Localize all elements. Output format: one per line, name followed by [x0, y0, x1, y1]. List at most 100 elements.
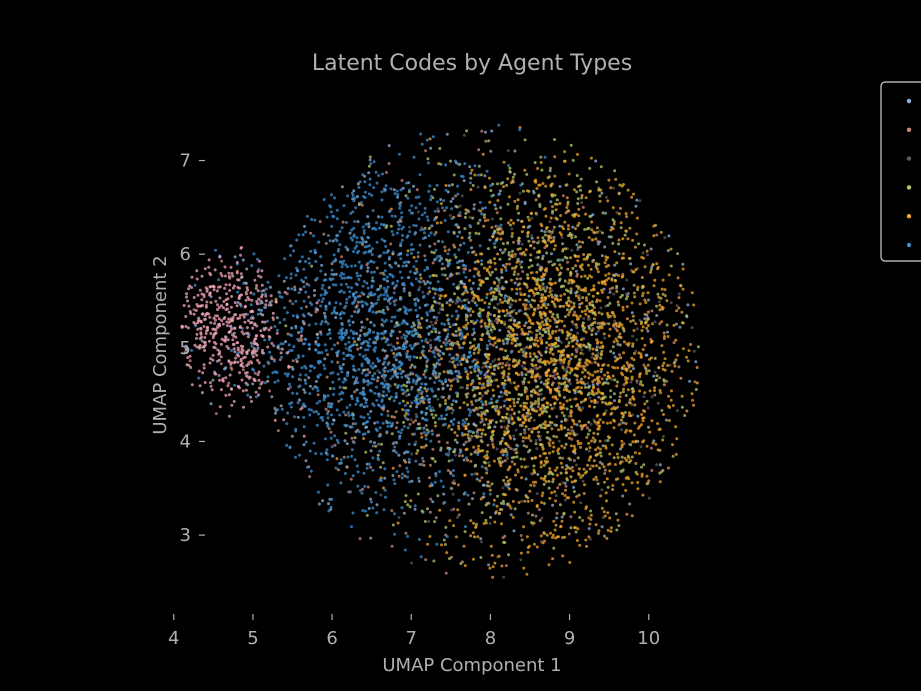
scatter-point	[626, 188, 630, 192]
scatter-point	[528, 448, 532, 452]
scatter-point	[472, 327, 476, 331]
scatter-point	[623, 367, 627, 371]
scatter-point	[680, 394, 684, 398]
scatter-point	[538, 332, 542, 336]
scatter-point	[527, 408, 531, 412]
scatter-point	[516, 361, 520, 365]
scatter-point	[493, 314, 497, 317]
scatter-point	[409, 499, 413, 503]
scatter-point	[415, 267, 418, 271]
scatter-point	[360, 203, 364, 207]
scatter-point	[533, 161, 537, 165]
scatter-point	[629, 380, 633, 384]
scatter-point	[613, 463, 617, 466]
scatter-point	[497, 289, 501, 293]
scatter-point	[397, 516, 401, 519]
scatter-point	[551, 359, 555, 363]
scatter-point	[546, 176, 550, 180]
scatter-point	[465, 447, 469, 451]
scatter-point	[563, 279, 567, 283]
scatter-point	[655, 233, 659, 237]
scatter-point	[514, 386, 517, 390]
scatter-point	[677, 365, 681, 369]
scatter-point	[533, 375, 537, 379]
scatter-point	[434, 474, 438, 478]
scatter-point	[312, 441, 316, 445]
scatter-point	[534, 336, 538, 339]
scatter-point	[478, 391, 482, 395]
scatter-point	[594, 348, 598, 352]
scatter-point	[291, 314, 295, 318]
scatter-point	[478, 201, 482, 204]
scatter-point	[632, 283, 636, 287]
scatter-point	[567, 224, 570, 228]
scatter-point	[290, 349, 294, 352]
scatter-point	[562, 414, 566, 418]
scatter-point	[506, 334, 510, 338]
scatter-point	[507, 416, 510, 420]
scatter-point	[400, 238, 404, 242]
scatter-point	[325, 452, 329, 456]
scatter-point	[448, 360, 452, 364]
scatter-point	[477, 270, 481, 274]
scatter-point	[575, 290, 579, 294]
scatter-point	[377, 394, 381, 398]
scatter-point	[428, 484, 432, 488]
scatter-point	[472, 422, 476, 426]
scatter-point	[384, 297, 388, 301]
scatter-point	[574, 526, 577, 529]
scatter-point	[426, 292, 430, 296]
scatter-point	[294, 455, 297, 459]
scatter-point	[580, 348, 584, 352]
scatter-point	[578, 245, 582, 249]
scatter-point	[547, 329, 551, 333]
scatter-point	[590, 439, 593, 443]
scatter-point	[638, 199, 642, 203]
scatter-point	[580, 377, 583, 381]
scatter-point	[638, 302, 642, 306]
scatter-point	[371, 374, 375, 378]
scatter-point	[334, 316, 338, 319]
scatter-point	[414, 224, 418, 228]
scatter-point	[512, 455, 516, 459]
scatter-point	[395, 470, 399, 473]
scatter-point	[494, 267, 498, 271]
scatter-point	[574, 212, 578, 216]
scatter-point	[414, 196, 418, 199]
scatter-point	[508, 404, 512, 408]
scatter-point	[482, 385, 486, 389]
scatter-point	[635, 338, 639, 342]
scatter-point	[579, 177, 583, 181]
scatter-point	[584, 361, 588, 365]
scatter-point	[552, 445, 556, 449]
scatter-point	[326, 416, 330, 420]
scatter-point	[544, 350, 548, 354]
scatter-point	[482, 460, 486, 464]
scatter-point	[317, 412, 320, 416]
scatter-point	[346, 285, 350, 289]
scatter-point	[391, 449, 395, 453]
scatter-point	[606, 296, 610, 299]
scatter-point	[600, 349, 604, 353]
scatter-point	[394, 392, 398, 395]
scatter-point	[543, 298, 547, 302]
scatter-point	[513, 462, 517, 466]
scatter-point	[574, 269, 578, 273]
scatter-point	[373, 421, 377, 425]
scatter-point	[459, 280, 463, 284]
scatter-point	[480, 259, 484, 263]
scatter-point	[624, 430, 627, 434]
scatter-point	[629, 319, 633, 323]
scatter-point	[514, 428, 518, 432]
scatter-point	[635, 216, 639, 220]
scatter-point	[549, 336, 553, 340]
scatter-point	[453, 253, 457, 257]
scatter-point	[565, 434, 569, 437]
scatter-point	[358, 353, 362, 356]
scatter-point	[606, 304, 610, 307]
scatter-point	[445, 206, 448, 210]
scatter-point	[439, 202, 443, 206]
scatter-point	[579, 266, 583, 269]
scatter-point	[573, 310, 577, 314]
scatter-point	[663, 368, 667, 372]
